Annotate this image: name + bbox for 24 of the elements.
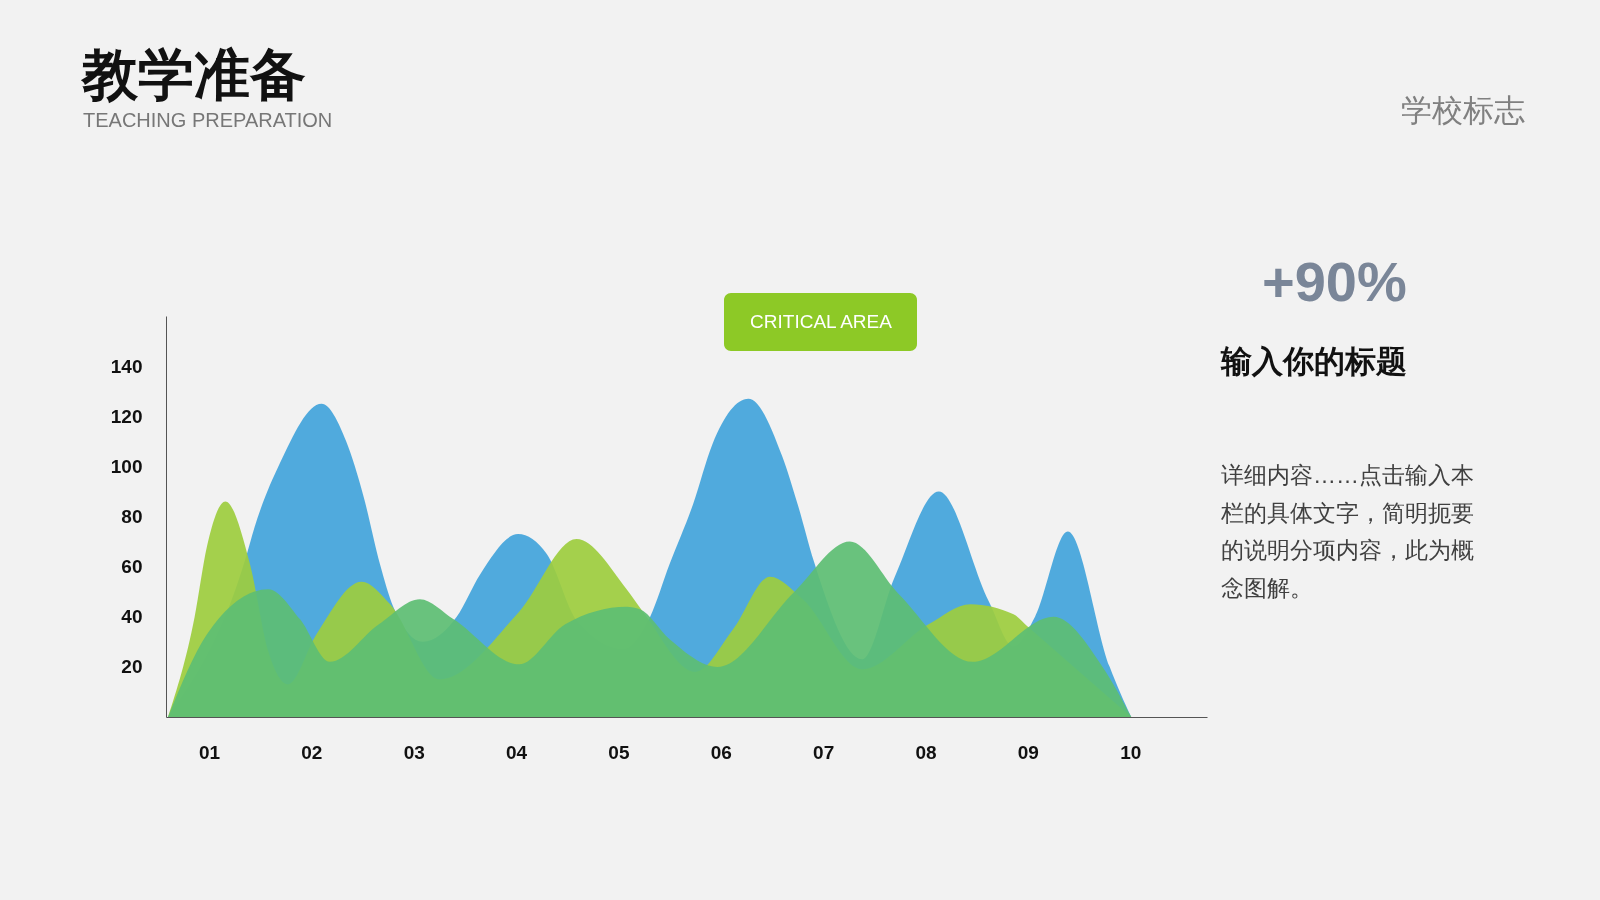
x-tick-label: 01 (198, 741, 221, 763)
x-tick-label: 07 (813, 741, 835, 763)
text: 详细内容……点击输入本栏的具体文字，简明扼要的说明分项内容，此为概念图解。 (1220, 462, 1474, 601)
text: +90% (1262, 250, 1407, 313)
x-tick-label: 02 (301, 741, 323, 763)
y-tick-label: 60 (121, 556, 143, 578)
chart-subtitle: TEACHING PREPARATION (83, 109, 333, 131)
y-tick-label: 80 (121, 506, 143, 527)
y-tick-label: 20 (121, 656, 143, 678)
y-tick-label: 120 (110, 405, 143, 427)
x-tick-label: 06 (710, 741, 732, 763)
y-tick-label: 140 (110, 355, 143, 377)
x-tick-label: 03 (403, 741, 425, 763)
x-tick-label: 09 (1017, 741, 1039, 763)
chart-title: 教学准备 (80, 43, 306, 106)
x-tick-label: 10 (1120, 741, 1142, 763)
y-tick-label: 100 (110, 455, 143, 477)
annotation: CRITICAL AREA (750, 311, 893, 332)
x-tick-label: 05 (608, 741, 630, 763)
x-tick-label: 04 (506, 741, 528, 763)
text: 学校标志 (1401, 93, 1525, 128)
y-tick-label: 40 (121, 606, 143, 628)
text: 输入你的标题 (1220, 344, 1407, 379)
x-tick-label: 08 (915, 741, 937, 763)
